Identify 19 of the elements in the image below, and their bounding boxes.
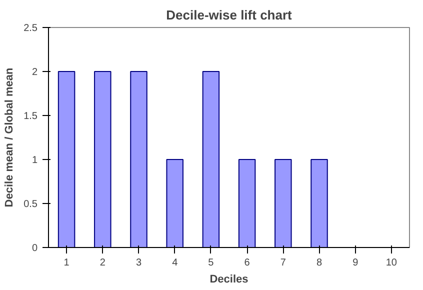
x-tick-label: 7 (280, 258, 286, 268)
x-axis-title: Deciles (210, 274, 248, 286)
y-tick-label: 2 (32, 67, 38, 78)
x-tick-label: 6 (244, 258, 250, 268)
x-tick-label: 9 (352, 258, 359, 268)
x-tick-label: 2 (100, 258, 106, 268)
y-tick-label: 0 (32, 243, 38, 254)
y-axis-title: Decile mean / Global mean (4, 68, 16, 208)
x-tick-label: 3 (136, 258, 142, 268)
x-tick-label: 4 (172, 258, 178, 268)
chart-title: Decile-wise lift chart (166, 8, 293, 22)
y-tick-label: 0.5 (24, 199, 38, 210)
x-tick-label: 5 (208, 258, 214, 268)
x-tick-label: 1 (64, 258, 70, 268)
x-tick-label: 8 (316, 258, 322, 268)
y-tick-label: 1 (32, 155, 38, 166)
y-tick-label: 2.5 (24, 23, 38, 34)
x-tick-label: 10 (386, 258, 398, 268)
y-tick-label: 1.5 (24, 111, 38, 122)
